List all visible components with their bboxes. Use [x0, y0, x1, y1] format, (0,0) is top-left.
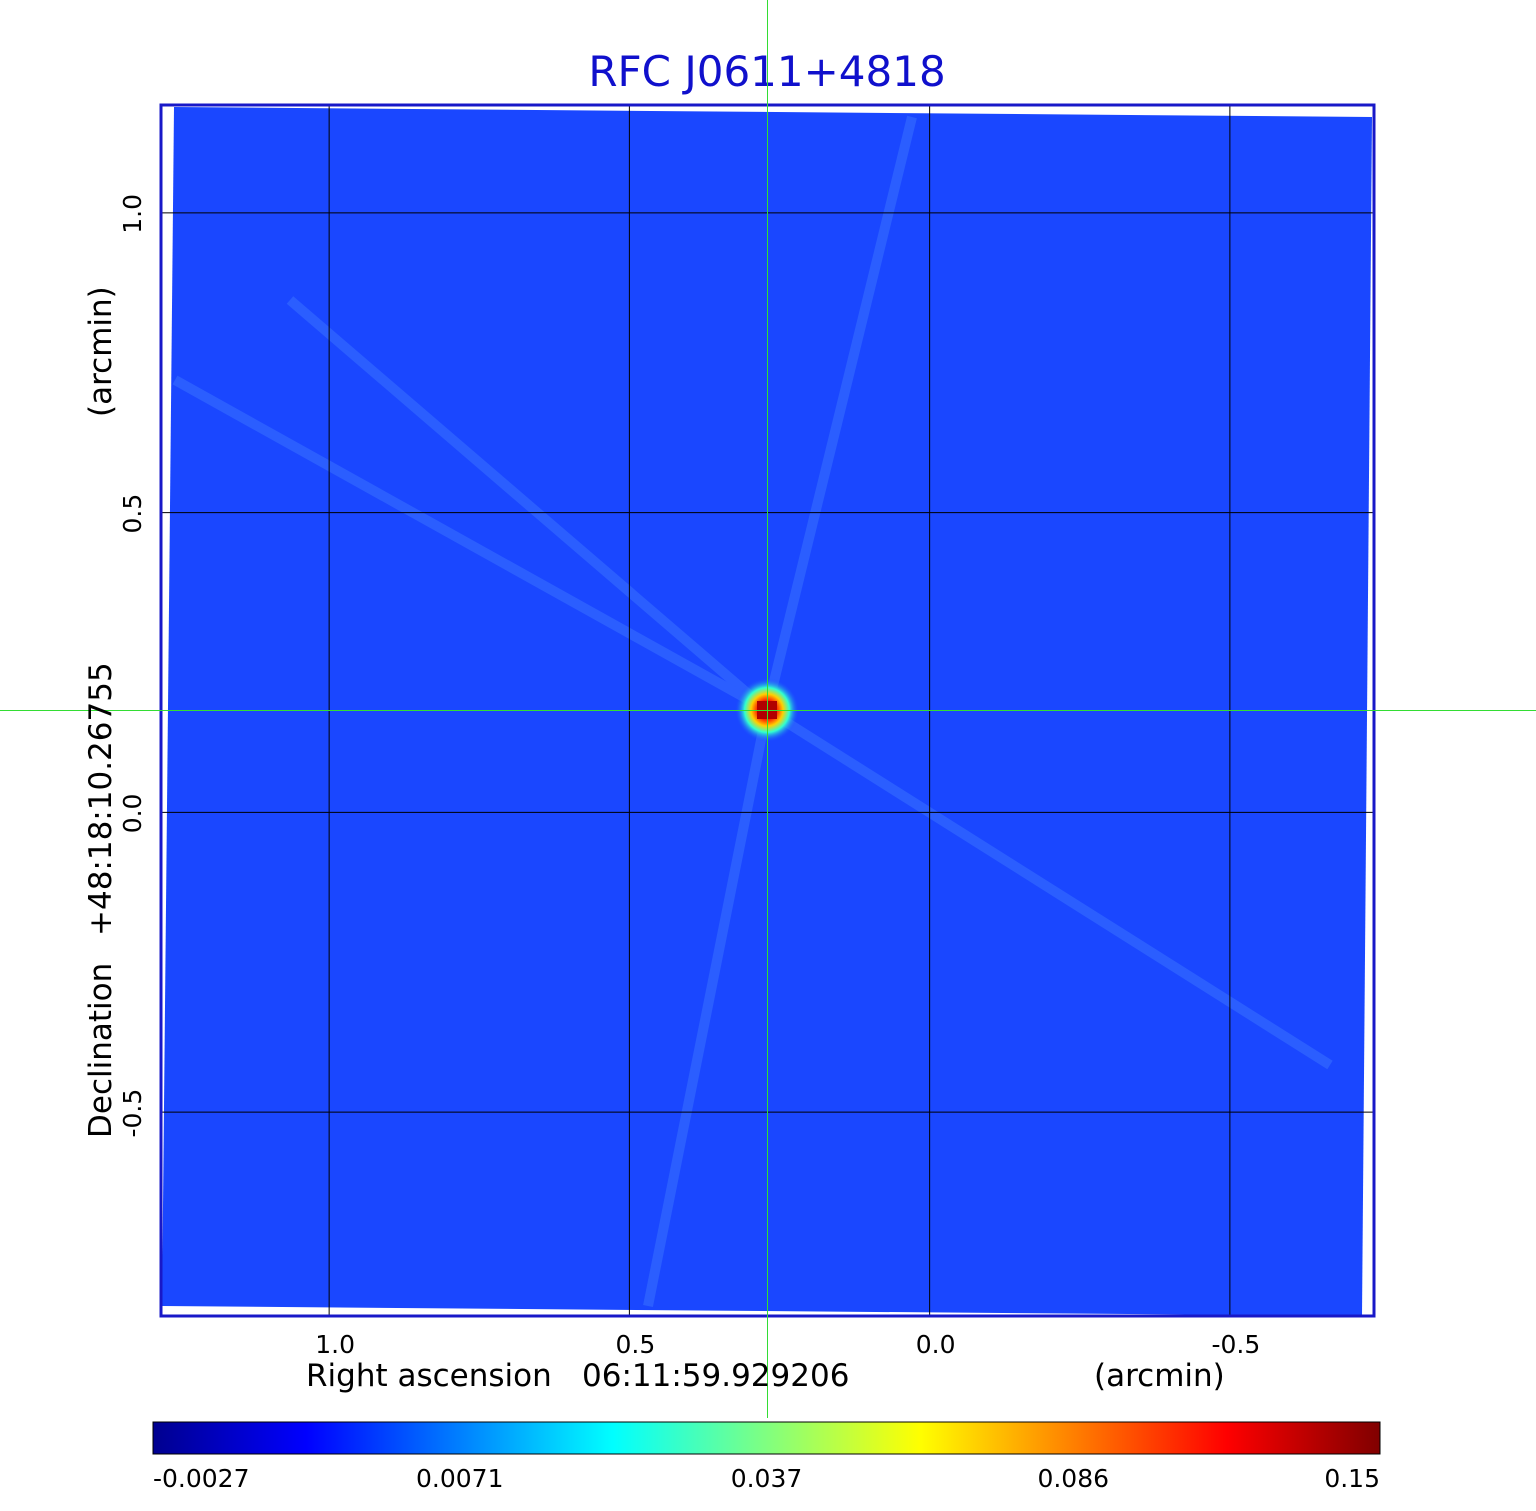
colorbar: -0.0027 0.0071 0.037 0.086 0.15 [152, 1421, 1381, 1493]
x-axis-label: Right ascension 06:11:59.929206 (arcmin) [306, 1358, 1225, 1394]
crosshair [0, 0, 1536, 1418]
y-axis-label-center: +48:18:10.26755 [83, 662, 119, 936]
colorbar-tick-label-2: 0.037 [731, 1464, 803, 1493]
x-axis-label-unit: (arcmin) [1094, 1358, 1225, 1394]
colorbar-gradient [152, 1421, 1381, 1455]
x-tick-label-3: -0.5 [1211, 1330, 1260, 1359]
colorbar-tick-label-1: 0.0071 [416, 1464, 503, 1493]
sidelobe-streaks [172, 115, 1333, 1307]
x-tick-label-0: 1.0 [315, 1330, 355, 1359]
y-tick-labels: 1.0 0.5 0.0 -0.5 [118, 194, 147, 1138]
colorbar-tick-label-3: 0.086 [1037, 1464, 1109, 1493]
y-axis-label-prefix: Declination [83, 963, 119, 1138]
x-tick-label-2: 0.0 [916, 1330, 956, 1359]
y-tick-label-3: -0.5 [118, 1089, 147, 1138]
y-tick-label-0: 1.0 [118, 194, 147, 234]
x-axis-label-center: 06:11:59.929206 [582, 1358, 849, 1394]
y-axis-label-unit: (arcmin) [83, 286, 119, 417]
x-tick-label-1: 0.5 [616, 1330, 656, 1359]
y-tick-label-1: 0.5 [118, 494, 147, 534]
y-tick-label-2: 0.0 [118, 794, 147, 834]
x-axis-label-prefix: Right ascension [306, 1358, 552, 1394]
x-tick-labels: 1.0 0.5 0.0 -0.5 [315, 1330, 1260, 1359]
colorbar-tick-labels: -0.0027 0.0071 0.037 0.086 0.15 [153, 1464, 1380, 1493]
colorbar-tick-label-0: -0.0027 [153, 1464, 250, 1493]
y-axis-label: Declination +48:18:10.26755 (arcmin) [83, 286, 119, 1138]
colorbar-tick-label-4: 0.15 [1324, 1464, 1380, 1493]
